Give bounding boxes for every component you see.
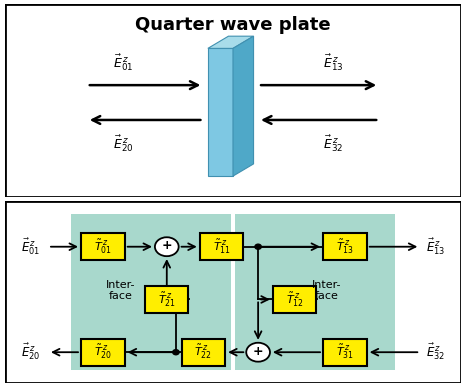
Text: $\vec{E}_{13}^{\,z}$: $\vec{E}_{13}^{\,z}$: [323, 52, 344, 73]
Text: +: +: [253, 344, 263, 358]
Text: $\tilde{T}_{01}^{\,z}$: $\tilde{T}_{01}^{\,z}$: [94, 238, 112, 256]
Bar: [235, 214, 395, 370]
Text: $\vec{E}_{20}^{\,z}$: $\vec{E}_{20}^{\,z}$: [113, 134, 134, 154]
Text: Inter-
face: Inter- face: [106, 279, 136, 301]
Circle shape: [155, 237, 178, 256]
Text: $\vec{E}_{20}^{\,z}$: $\vec{E}_{20}^{\,z}$: [21, 342, 40, 363]
Text: $\vec{E}_{13}^{\,z}$: $\vec{E}_{13}^{\,z}$: [426, 236, 445, 257]
Bar: [71, 214, 231, 370]
Text: $\vec{E}_{01}^{\,z}$: $\vec{E}_{01}^{\,z}$: [21, 236, 40, 257]
Text: $\vec{E}_{01}^{\,z}$: $\vec{E}_{01}^{\,z}$: [113, 52, 134, 73]
Text: $\tilde{T}_{13}^{\,z}$: $\tilde{T}_{13}^{\,z}$: [336, 238, 354, 256]
Bar: [81, 339, 124, 366]
Text: $\tilde{T}_{20}^{\,z}$: $\tilde{T}_{20}^{\,z}$: [94, 343, 112, 361]
Circle shape: [255, 244, 261, 249]
Polygon shape: [208, 48, 233, 176]
Text: $\tilde{T}_{11}^{\,z}$: $\tilde{T}_{11}^{\,z}$: [212, 238, 231, 256]
Bar: [81, 233, 124, 260]
Circle shape: [173, 350, 179, 355]
Text: $\tilde{T}_{22}^{\,z}$: $\tilde{T}_{22}^{\,z}$: [194, 343, 212, 361]
Circle shape: [246, 343, 270, 362]
Text: $\tilde{T}_{31}^{\,z}$: $\tilde{T}_{31}^{\,z}$: [336, 343, 354, 361]
Text: $\tilde{T}_{21}^{\,z}$: $\tilde{T}_{21}^{\,z}$: [158, 290, 176, 308]
Text: $\vec{E}_{32}^{\,z}$: $\vec{E}_{32}^{\,z}$: [323, 134, 343, 154]
Polygon shape: [208, 36, 254, 48]
Text: +: +: [161, 239, 172, 252]
Text: Quarter wave plate: Quarter wave plate: [135, 16, 331, 34]
Bar: [200, 233, 243, 260]
Text: $\tilde{T}_{12}^{\,z}$: $\tilde{T}_{12}^{\,z}$: [286, 290, 304, 308]
Bar: [145, 286, 188, 313]
Bar: [273, 286, 316, 313]
Bar: [323, 339, 367, 366]
Bar: [182, 339, 225, 366]
Polygon shape: [233, 36, 254, 176]
Text: Inter-
face: Inter- face: [312, 279, 342, 301]
Bar: [323, 233, 367, 260]
Text: $\vec{E}_{32}^{\,z}$: $\vec{E}_{32}^{\,z}$: [426, 342, 445, 363]
